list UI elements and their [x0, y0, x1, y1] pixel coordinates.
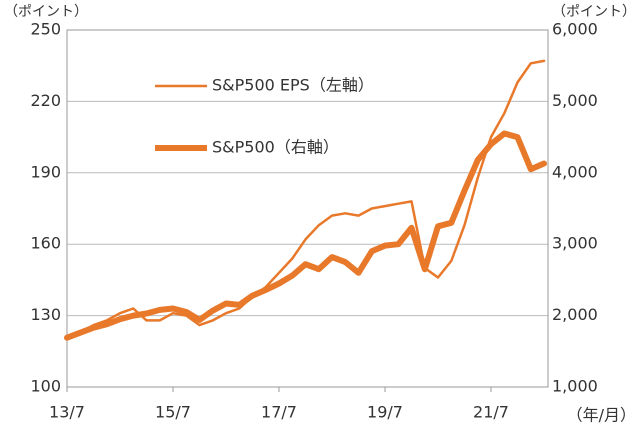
series-line	[64, 130, 547, 341]
y-tick-label: 220	[30, 91, 61, 110]
x-tick-label: 15/7	[155, 403, 191, 422]
legend-label: S&P500（右軸）	[212, 138, 339, 157]
y2-tick-label: 1,000	[552, 377, 598, 396]
x-tick-label: 19/7	[367, 403, 403, 422]
legend-label: S&P500 EPS（左軸）	[212, 76, 374, 95]
x-axis-label: （年/月）	[567, 406, 636, 425]
y2-tick-label: 4,000	[552, 162, 598, 181]
y2-tick-label: 6,000	[552, 20, 598, 39]
y-tick-label: 100	[30, 377, 61, 396]
plot-frame	[66, 29, 549, 388]
x-tick-label: 13/7	[49, 403, 85, 422]
y2-axis-label: （ポイント）	[552, 4, 636, 20]
x-tick-label: 21/7	[473, 403, 509, 422]
y-tick-label: 160	[30, 234, 61, 253]
series-line	[65, 59, 546, 341]
y-tick-label: 250	[30, 20, 61, 39]
x-tick-label: 17/7	[261, 403, 297, 422]
y-tick-label: 130	[30, 305, 61, 324]
y2-tick-label: 2,000	[552, 305, 598, 324]
y-axis-label: （ポイント）	[4, 4, 88, 20]
y2-tick-label: 5,000	[552, 91, 598, 110]
y2-tick-label: 3,000	[552, 234, 598, 253]
y-tick-label: 190	[30, 162, 61, 181]
